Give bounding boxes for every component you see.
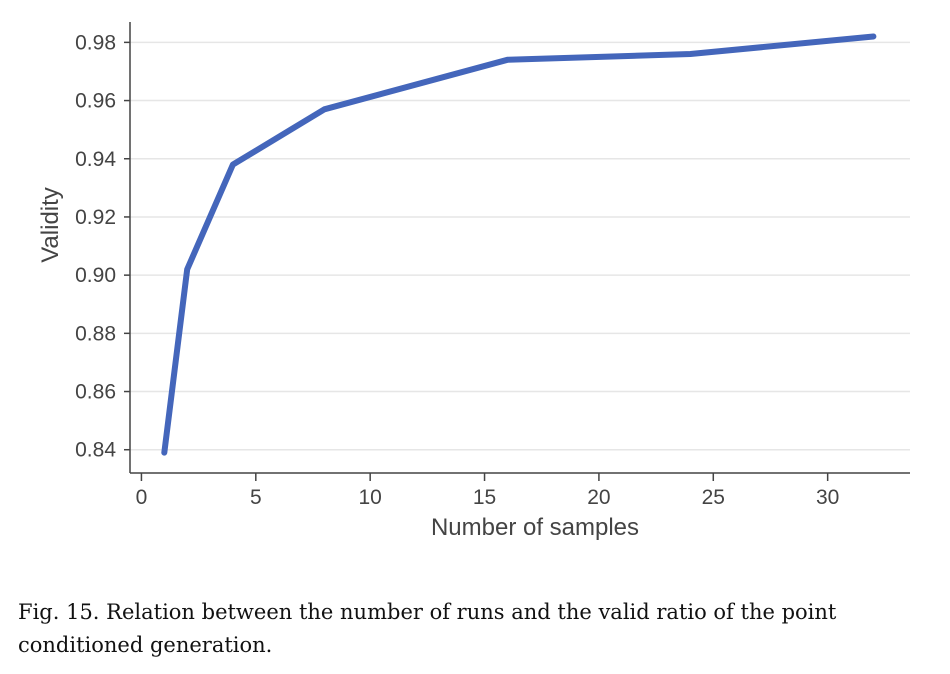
x-tick-label: 25 — [702, 486, 725, 509]
y-tick-label: 0.84 — [75, 439, 116, 462]
x-tick-label: 20 — [587, 486, 610, 509]
axes — [124, 22, 910, 481]
y-tick-label: 0.90 — [75, 264, 116, 287]
y-tick-label: 0.96 — [75, 90, 116, 113]
line-chart: 0.84 0.86 0.88 0.90 0.92 0.94 0.96 0.98 0 5 10 15 20… — [37, 22, 910, 541]
series — [161, 33, 877, 456]
y-tick-label: 0.92 — [75, 206, 116, 229]
y-tick-label: 0.86 — [75, 381, 116, 404]
x-tick-label: 30 — [816, 486, 839, 509]
x-axis-label: Number of samples — [431, 514, 639, 541]
y-axis-label: Validity — [37, 187, 64, 263]
y-tick-label: 0.98 — [75, 31, 116, 54]
series-line-validity — [161, 33, 877, 456]
gridlines — [130, 41, 910, 451]
y-tick-label: 0.88 — [75, 322, 116, 345]
x-tick-label: 5 — [250, 486, 262, 509]
x-tick-label: 10 — [358, 486, 381, 509]
figure-caption: Fig. 15. Relation between the number of … — [18, 600, 837, 657]
tick-labels: 0.84 0.86 0.88 0.90 0.92 0.94 0.96 0.98 0 5 10 15 20… — [75, 31, 839, 509]
x-tick-label: 0 — [136, 486, 148, 509]
x-tick-label: 15 — [473, 486, 496, 509]
y-tick-label: 0.94 — [75, 148, 116, 171]
